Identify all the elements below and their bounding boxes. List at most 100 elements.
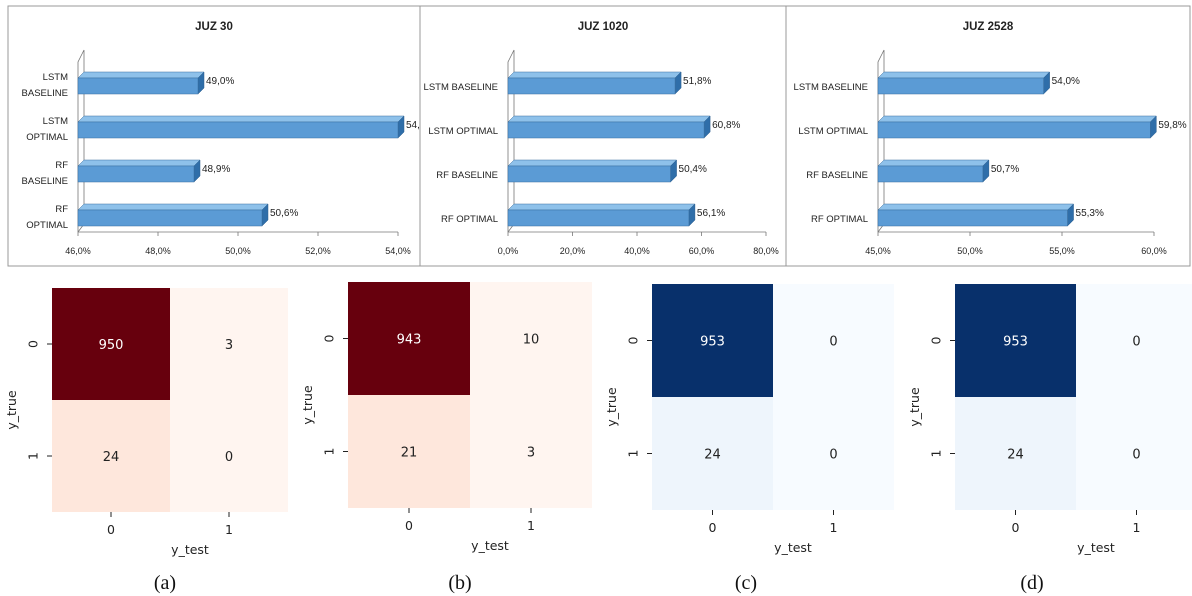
bar [77, 71, 205, 95]
bar-chart-3: JUZ 2528 45,0% 50,0% 55,0% 60,0% 54,0% LSTM BA… [785, 5, 1191, 267]
bar-front-face [77, 121, 399, 139]
category-label: OPTIMAL [26, 220, 68, 231]
bar-value-label: 60,8% [712, 120, 740, 131]
y-tick-label: 0 [626, 336, 641, 344]
x-tick-label: 50,0% [957, 246, 983, 256]
bar-value-label: 59,8% [1158, 120, 1186, 131]
cell-value: 3 [527, 446, 535, 461]
bar [77, 115, 405, 139]
x-tick-label: 60,0% [1141, 246, 1167, 256]
category-label: LSTM [43, 116, 68, 127]
bar [507, 203, 696, 227]
x-axis-label: y_test [471, 538, 509, 553]
bar-top-face [77, 159, 201, 167]
confusion-matrix-4: 953 0 24 0 0 1 0 1 y_test y_true (d) [907, 284, 1192, 594]
category-label: LSTM [43, 72, 68, 83]
y-tick-label: 1 [626, 450, 641, 458]
y-tick-label: 0 [322, 334, 337, 342]
x-axis-label: y_test [171, 542, 209, 557]
y-axis-label: y_true [907, 387, 922, 427]
x-tick-label: 45,0% [865, 246, 891, 256]
bar-front-face [877, 209, 1068, 227]
y-tick-label: 1 [929, 450, 944, 458]
x-tick-label: 54,0% [385, 246, 411, 256]
y-axis-label: y_true [604, 387, 619, 427]
category-label: LSTM BASELINE [794, 82, 868, 93]
subfigure-caption: (d) [1020, 572, 1043, 594]
subfigure-caption: (c) [735, 572, 757, 594]
bar-top-face [507, 203, 696, 211]
bar-top-face [507, 115, 711, 123]
heatmap-cell [170, 288, 288, 400]
category-label: RF OPTIMAL [811, 214, 868, 225]
bar-front-face [877, 121, 1151, 139]
x-tick-label: 46,0% [65, 246, 91, 256]
bar-front-face [507, 209, 690, 227]
confusion-matrix-3: 953 0 24 0 0 1 0 1 y_test y_true (c) [604, 284, 894, 594]
category-label: OPTIMAL [26, 132, 68, 143]
bar-front-face [507, 121, 705, 139]
bar-top-face [877, 203, 1075, 211]
bar-chart-panels: JUZ 30 46,0% 48,0% 50,0% 52,0% 54,0% 49,0% LSTM… [7, 5, 1191, 267]
heatmap-cell [470, 395, 592, 508]
x-tick-label: 80,0% [753, 246, 779, 256]
bar [877, 71, 1051, 95]
heatmap-cell [348, 282, 470, 395]
heatmap-cell [955, 397, 1076, 510]
category-label: LSTM BASELINE [424, 82, 498, 93]
cell-value: 943 [397, 333, 422, 348]
subfigure-caption: (b) [448, 572, 471, 594]
x-tick-label: 1 [527, 518, 535, 533]
bar [507, 159, 678, 183]
y-axis-label: y_true [300, 385, 315, 425]
category-label: RF [55, 160, 68, 171]
bar [507, 71, 682, 95]
bar-value-label: 50,6% [270, 208, 298, 219]
cell-value: 953 [700, 335, 725, 350]
y-tick-label: 0 [26, 340, 41, 348]
cell-value: 953 [1003, 335, 1028, 350]
heatmap-cell [955, 284, 1076, 397]
cell-value: 21 [401, 446, 418, 461]
x-tick-label: 52,0% [305, 246, 331, 256]
bar-value-label: 49,0% [206, 76, 234, 87]
heatmap-cell [773, 284, 894, 397]
x-axis-label: y_test [1077, 540, 1115, 555]
bar-value-label: 48,9% [202, 164, 230, 175]
heatmap-cell [652, 397, 773, 510]
bar-value-label: 55,3% [1076, 208, 1104, 219]
cell-value: 0 [829, 448, 837, 463]
bar-top-face [877, 115, 1157, 123]
x-tick-label: 1 [1133, 520, 1141, 535]
bar-top-face [77, 203, 269, 211]
chart-title: JUZ 2528 [963, 21, 1014, 33]
bar-chart-1: JUZ 30 46,0% 48,0% 50,0% 52,0% 54,0% 49,0% LSTM… [7, 5, 421, 267]
heatmap-cell [52, 400, 170, 512]
heatmap-cell [348, 395, 470, 508]
heatmap-cell [773, 397, 894, 510]
bar-top-face [877, 71, 1051, 79]
category-label: BASELINE [22, 88, 68, 99]
chart-title: JUZ 30 [195, 21, 233, 33]
y-tick-label: 1 [26, 452, 41, 460]
heatmap-cell [652, 284, 773, 397]
bar-top-face [77, 71, 205, 79]
x-tick-label: 20,0% [560, 246, 586, 256]
bar-chart-2: JUZ 1020 0,0% 20,0% 40,0% 60,0% 80,0% 51,8% LST… [419, 5, 787, 267]
bar-front-face [77, 165, 195, 183]
bar-value-label: 54, [406, 120, 420, 131]
x-tick-label: 0 [405, 518, 413, 533]
cell-value: 24 [1007, 448, 1024, 463]
bar-front-face [877, 165, 984, 183]
bar-front-face [77, 77, 199, 95]
bar-value-label: 56,1% [697, 208, 725, 219]
x-tick-label: 1 [830, 520, 838, 535]
y-tick-label: 1 [322, 448, 337, 456]
bar-value-label: 50,7% [991, 164, 1019, 175]
bar-top-face [507, 71, 682, 79]
x-tick-label: 55,0% [1049, 246, 1075, 256]
category-label: BASELINE [22, 176, 68, 187]
x-tick-label: 48,0% [145, 246, 171, 256]
bar-front-face [77, 209, 263, 227]
